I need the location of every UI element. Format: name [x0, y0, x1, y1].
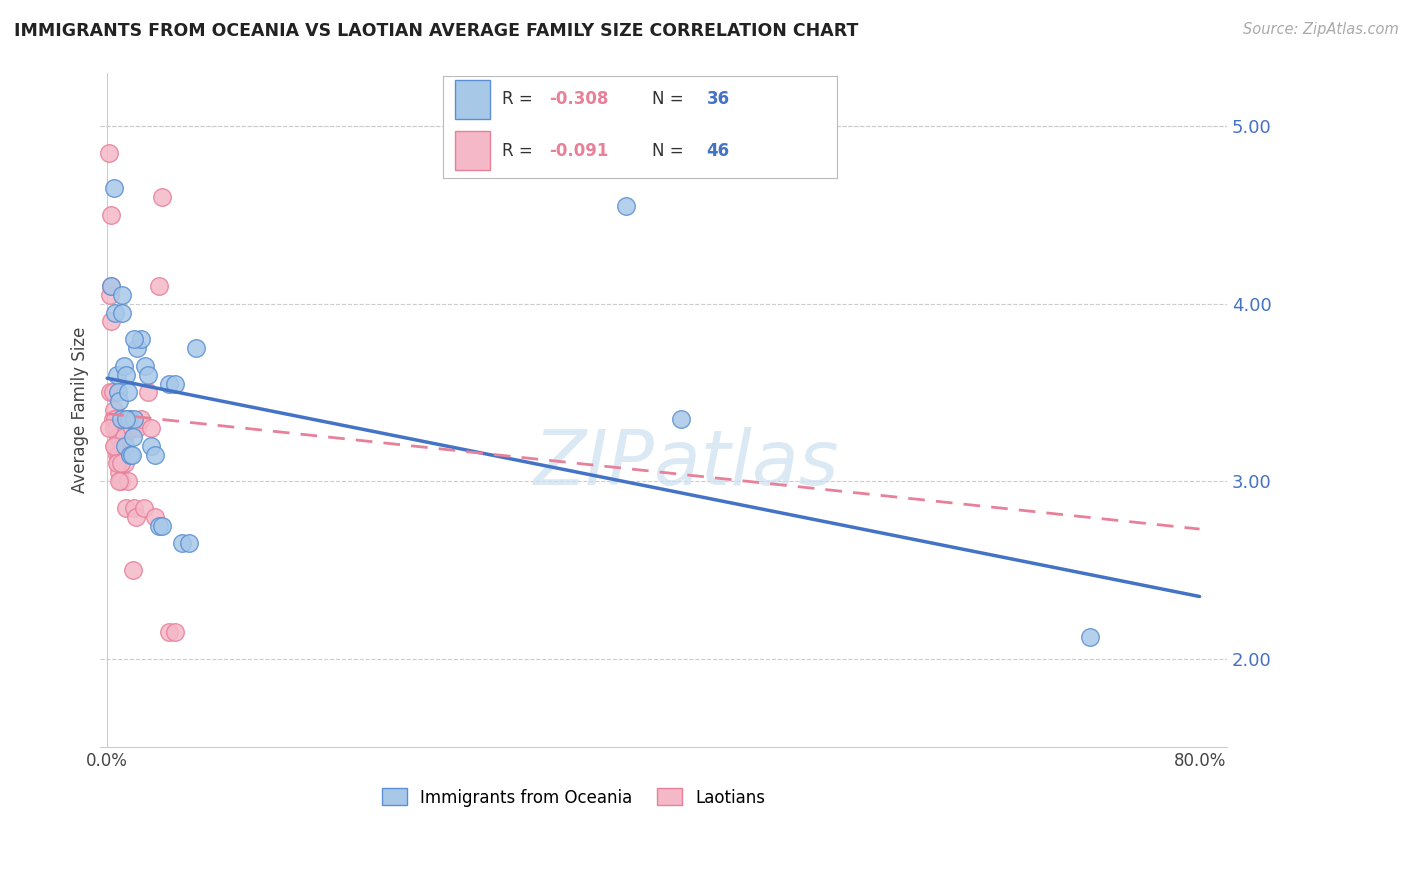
- Point: [121, 421, 143, 435]
- Point: [114, 439, 136, 453]
- Point: [108, 474, 131, 488]
- Point: [111, 288, 134, 302]
- Point: [104, 412, 127, 426]
- Point: [148, 518, 170, 533]
- Text: N =: N =: [651, 90, 689, 109]
- Point: [165, 625, 187, 640]
- Point: [110, 457, 132, 471]
- Point: [108, 465, 131, 479]
- Point: [103, 181, 125, 195]
- Point: [614, 199, 637, 213]
- Point: [103, 421, 125, 435]
- Point: [139, 439, 162, 453]
- Point: [118, 412, 141, 426]
- Point: [107, 457, 129, 471]
- Point: [112, 359, 135, 373]
- Point: [104, 305, 127, 319]
- Point: [111, 305, 134, 319]
- Point: [108, 448, 131, 462]
- Point: [111, 439, 134, 453]
- Point: [103, 439, 125, 453]
- Point: [127, 341, 149, 355]
- Text: 46: 46: [707, 142, 730, 160]
- Text: 36: 36: [707, 90, 730, 109]
- Point: [104, 439, 127, 453]
- FancyBboxPatch shape: [454, 80, 491, 119]
- Point: [114, 457, 136, 471]
- Point: [117, 474, 139, 488]
- Point: [150, 518, 173, 533]
- Point: [108, 394, 131, 409]
- Point: [121, 448, 143, 462]
- Text: ZIPatlas: ZIPatlas: [533, 427, 839, 501]
- Point: [100, 208, 122, 222]
- Point: [105, 421, 128, 435]
- Point: [100, 314, 122, 328]
- Point: [179, 536, 201, 550]
- Point: [132, 500, 155, 515]
- Point: [120, 448, 142, 462]
- Point: [127, 421, 149, 435]
- Point: [97, 145, 120, 160]
- Point: [122, 563, 145, 577]
- Point: [101, 385, 124, 400]
- Point: [110, 412, 132, 426]
- Point: [98, 385, 121, 400]
- Point: [136, 385, 159, 400]
- Point: [107, 430, 129, 444]
- Point: [107, 385, 129, 400]
- Point: [105, 457, 128, 471]
- Point: [139, 421, 162, 435]
- Text: -0.091: -0.091: [550, 142, 609, 160]
- Point: [157, 376, 180, 391]
- Point: [97, 421, 120, 435]
- Point: [103, 403, 125, 417]
- Text: N =: N =: [651, 142, 689, 160]
- Point: [100, 279, 122, 293]
- Point: [148, 279, 170, 293]
- Point: [165, 376, 187, 391]
- Point: [115, 500, 138, 515]
- Point: [124, 500, 146, 515]
- Point: [122, 430, 145, 444]
- Text: Source: ZipAtlas.com: Source: ZipAtlas.com: [1243, 22, 1399, 37]
- Legend: Immigrants from Oceania, Laotians: Immigrants from Oceania, Laotians: [375, 781, 772, 814]
- Point: [157, 625, 180, 640]
- Point: [101, 412, 124, 426]
- Point: [124, 332, 146, 346]
- Point: [98, 288, 121, 302]
- Point: [117, 385, 139, 400]
- Point: [112, 430, 135, 444]
- Point: [131, 412, 153, 426]
- Point: [125, 509, 148, 524]
- Point: [1078, 630, 1101, 644]
- Point: [105, 368, 128, 382]
- Text: R =: R =: [502, 142, 538, 160]
- Point: [110, 474, 132, 488]
- Point: [131, 332, 153, 346]
- Point: [143, 448, 166, 462]
- Text: -0.308: -0.308: [550, 90, 609, 109]
- Y-axis label: Average Family Size: Average Family Size: [72, 327, 89, 493]
- Point: [184, 341, 207, 355]
- Point: [136, 368, 159, 382]
- Point: [115, 412, 138, 426]
- Point: [120, 412, 142, 426]
- Point: [105, 448, 128, 462]
- Text: R =: R =: [502, 90, 538, 109]
- Point: [669, 412, 692, 426]
- Point: [172, 536, 194, 550]
- Text: IMMIGRANTS FROM OCEANIA VS LAOTIAN AVERAGE FAMILY SIZE CORRELATION CHART: IMMIGRANTS FROM OCEANIA VS LAOTIAN AVERA…: [14, 22, 859, 40]
- Point: [100, 279, 122, 293]
- FancyBboxPatch shape: [454, 131, 491, 170]
- Point: [115, 368, 138, 382]
- Point: [118, 412, 141, 426]
- Point: [110, 457, 132, 471]
- Point: [150, 190, 173, 204]
- Point: [143, 509, 166, 524]
- Point: [124, 412, 146, 426]
- Point: [134, 359, 156, 373]
